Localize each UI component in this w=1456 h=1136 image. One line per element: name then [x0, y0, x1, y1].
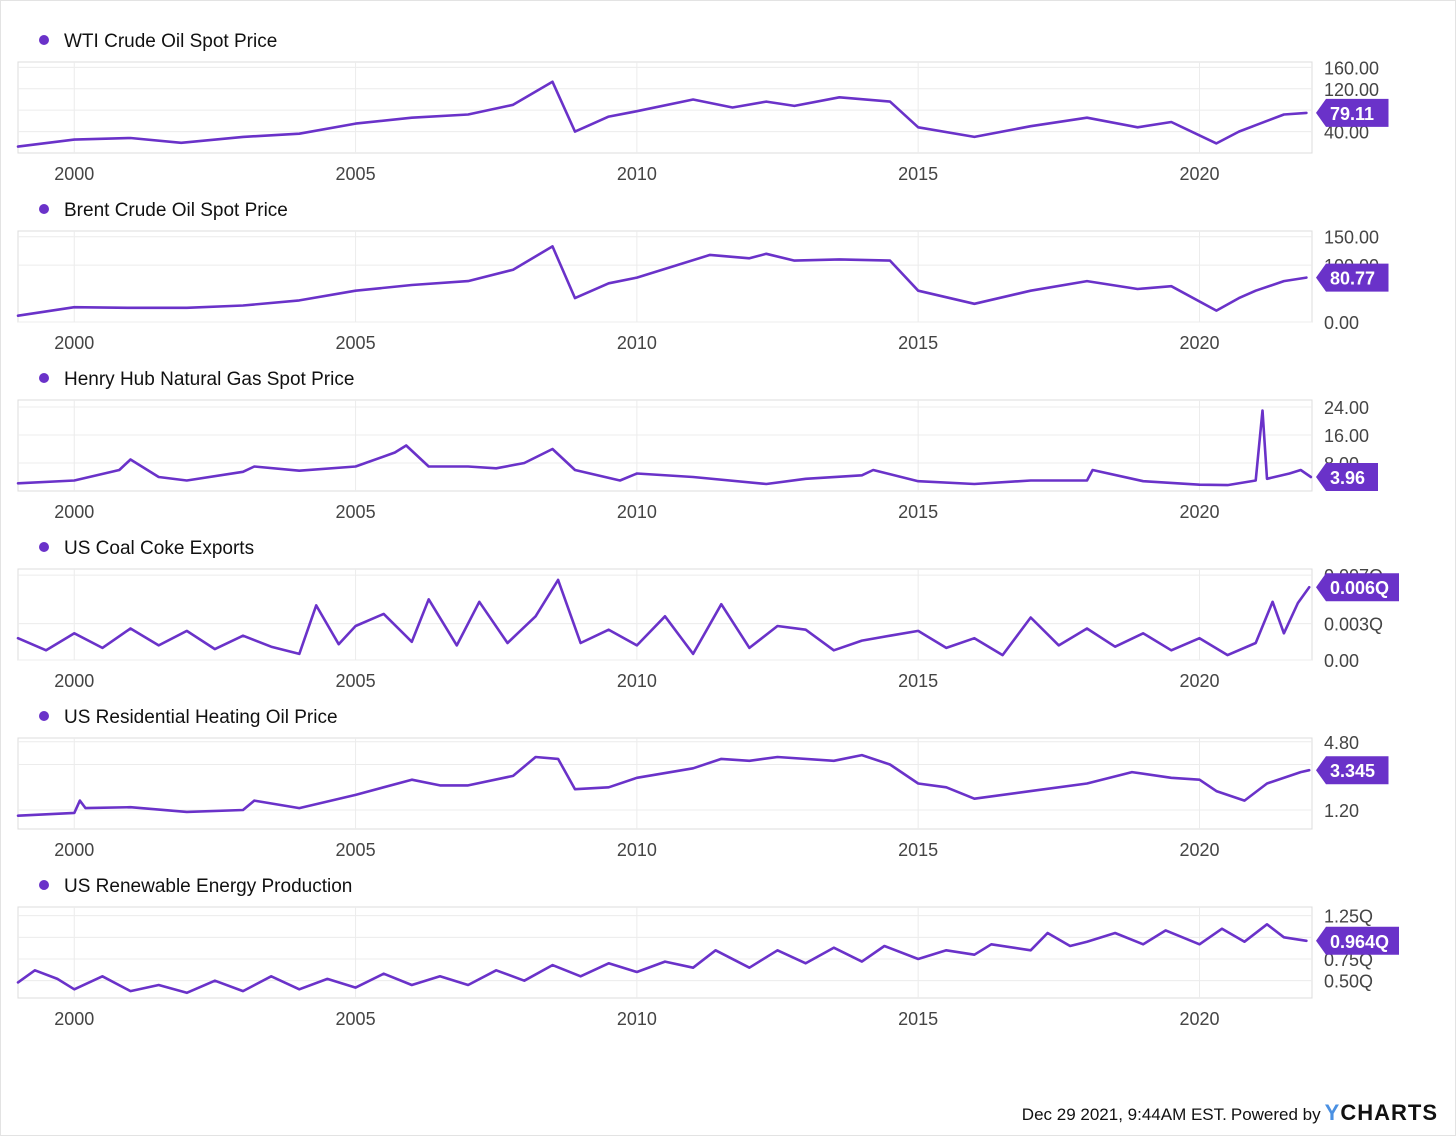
legend-dot [39, 35, 49, 45]
charts-svg: WTI Crude Oil Spot Price160.00120.0080.0… [16, 31, 1399, 1029]
plot-area [17, 61, 1313, 154]
last-value-label: 0.006Q [1330, 578, 1389, 598]
chart-panel-4: US Coal Coke Exports0.007Q0.003Q0.002000… [16, 538, 1399, 691]
x-tick-label: 2010 [617, 164, 657, 184]
y-tick-label: 0.75Q [1324, 950, 1373, 970]
x-tick-label: 2020 [1179, 333, 1219, 353]
series-line [16, 578, 1311, 657]
y-tick-label: 1.20 [1324, 801, 1359, 821]
last-value-flag [1316, 463, 1378, 491]
y-tick-label: 0.003Q [1324, 615, 1383, 635]
series-line [16, 922, 1308, 995]
x-tick-label: 2020 [1179, 1009, 1219, 1029]
last-value-flag [1316, 926, 1399, 955]
plot-area [17, 906, 1313, 999]
x-tick-label: 2015 [898, 164, 938, 184]
y-tick-label: 0.00 [1324, 651, 1359, 671]
plot-area [17, 230, 1313, 323]
x-tick-label: 2005 [336, 1009, 376, 1029]
y-tick-label: 16.00 [1324, 426, 1369, 446]
x-tick-label: 2000 [54, 671, 94, 691]
legend-dot [39, 880, 49, 890]
legend-dot [39, 204, 49, 214]
x-tick-label: 2010 [617, 333, 657, 353]
last-value-label: 3.345 [1330, 761, 1375, 781]
x-tick-label: 2015 [898, 840, 938, 860]
x-tick-label: 2020 [1179, 502, 1219, 522]
x-tick-label: 2010 [617, 840, 657, 860]
y-tick-label: 4.80 [1324, 733, 1359, 753]
chart-panel-1: WTI Crude Oil Spot Price160.00120.0080.0… [16, 31, 1389, 184]
y-tick-label: 120.00 [1324, 80, 1379, 100]
last-value-flag [1316, 263, 1389, 292]
x-tick-label: 2010 [617, 502, 657, 522]
x-tick-label: 2000 [54, 1009, 94, 1029]
y-tick-label: 0.50Q [1324, 972, 1373, 992]
x-tick-label: 2015 [898, 502, 938, 522]
x-tick-label: 2005 [336, 840, 376, 860]
x-tick-label: 2015 [898, 1009, 938, 1029]
last-value-label: 79.11 [1330, 104, 1374, 124]
x-tick-label: 2020 [1179, 840, 1219, 860]
x-tick-label: 2015 [898, 333, 938, 353]
footer-timestamp: Dec 29 2021, 9:44AM EST. [1021, 1105, 1227, 1124]
chart-panel-3: Henry Hub Natural Gas Spot Price 24.00 16.… [16, 369, 1378, 522]
last-value-label: 0.964Q [1330, 932, 1389, 952]
x-tick-label: 2000 [54, 164, 94, 184]
legend-dot [39, 542, 49, 552]
chart-panel-6: US Renewable Energy Production1.25Q1.00Q… [16, 876, 1399, 1029]
y-tick-label: 40.00 [1324, 123, 1369, 143]
legend-dot [39, 711, 49, 721]
last-value-flag [1316, 573, 1399, 602]
x-tick-label: 2000 [54, 840, 94, 860]
series-line [16, 409, 1313, 487]
legend-dot [39, 373, 49, 383]
y-tick-label: 1.25Q [1324, 907, 1373, 927]
chart-title: Brent Crude Oil Spot Price [64, 200, 288, 221]
y-tick-label: 0.00 [1324, 313, 1359, 333]
chart-title: US Coal Coke Exports [64, 538, 254, 559]
plot-area [17, 399, 1313, 492]
last-value-label: 80.77 [1330, 269, 1375, 289]
chart-title: US Residential Heating Oil Price [64, 707, 338, 728]
chart-title: US Renewable Energy Production [64, 876, 352, 897]
last-value-flag [1316, 756, 1389, 785]
y-tick-label: 150.00 [1324, 228, 1379, 248]
footer: Dec 29 2021, 9:44AM EST. Powered by YCHA… [1022, 1100, 1438, 1126]
x-tick-label: 2005 [336, 671, 376, 691]
series-line [16, 245, 1308, 318]
chart-title: Henry Hub Natural Gas Spot Price [64, 369, 354, 390]
x-tick-label: 2005 [336, 164, 376, 184]
last-value-label: 3.96 [1330, 468, 1365, 488]
x-tick-label: 2005 [336, 502, 376, 522]
ycharts-logo[interactable]: YCHARTS [1324, 1100, 1438, 1125]
x-tick-label: 2010 [617, 1009, 657, 1029]
x-tick-label: 2020 [1179, 164, 1219, 184]
chart-panel-5: US Residential Heating Oil Price4.803.60… [16, 707, 1389, 860]
chart-panel-2: Brent Crude Oil Spot Price150.00100.000.… [16, 200, 1389, 353]
x-tick-label: 2000 [54, 333, 94, 353]
plot-area [17, 737, 1313, 830]
x-tick-label: 2000 [54, 502, 94, 522]
footer-powered-by[interactable]: Powered by [1230, 1105, 1321, 1124]
x-tick-label: 2010 [617, 671, 657, 691]
y-tick-label: 160.00 [1324, 58, 1379, 78]
x-tick-label: 2005 [336, 333, 376, 353]
x-tick-label: 2015 [898, 671, 938, 691]
last-value-flag [1316, 98, 1389, 127]
series-line [16, 80, 1308, 148]
x-tick-label: 2020 [1179, 671, 1219, 691]
series-line [16, 753, 1311, 818]
chart-title: WTI Crude Oil Spot Price [64, 31, 277, 52]
y-tick-label: 24.00 [1324, 398, 1369, 418]
